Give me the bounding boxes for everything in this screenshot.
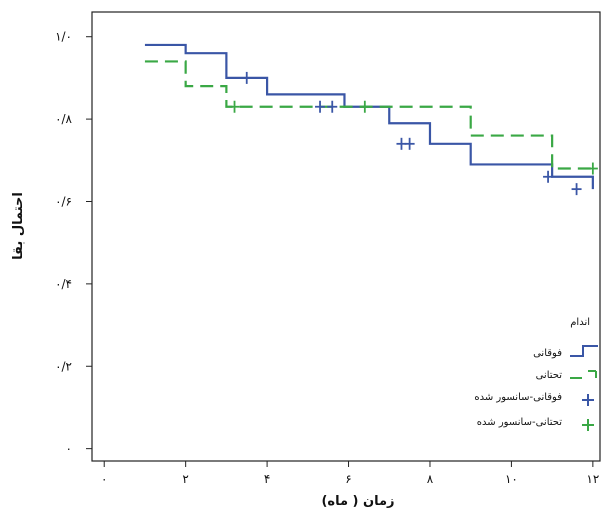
axes (91, 11, 601, 462)
x-tick-label: ۶ (345, 472, 351, 486)
legend-entry-lower-censored: تحتانی-سانسور شده (477, 417, 562, 428)
x-tick-label: ۸ (427, 472, 434, 486)
legend-entry-upper-censored: فوقانی-سانسور شده (474, 392, 562, 403)
x-tick-label: ۱۲ (586, 472, 599, 486)
y-axis-title: احتمال بقا (11, 192, 26, 260)
legend-swatch-lower (570, 370, 597, 379)
y-tick-label: ۰/۲ (55, 359, 72, 373)
legend-swatch-upper (570, 345, 598, 357)
x-tick-label: ۴ (264, 472, 270, 486)
ticks: ۰ ۰/۲ ۰/۴ ۰/۶ ۰/۸ ۱/۰ ۰ ۲ ۴ ۶ ۸ ۱۰ ۱۲ (55, 30, 599, 486)
x-tick-label: ۰ (101, 472, 107, 486)
legend-title: اندام (570, 317, 590, 328)
y-tick-label: ۰/۶ (55, 194, 72, 208)
series-line-upper (144, 43, 594, 190)
y-tick-label: ۰/۸ (55, 112, 72, 126)
x-tick-label: ۲ (182, 472, 188, 486)
legend-entry-upper: فوقانی (533, 348, 562, 359)
y-tick-label: ۰ (66, 442, 72, 456)
x-tick-label: ۱۰ (505, 472, 518, 486)
y-tick-label: ۰/۴ (55, 277, 72, 291)
series-line-lower (144, 60, 593, 170)
series-lines (144, 43, 594, 190)
y-tick-label: ۱/۰ (55, 30, 72, 44)
censor-markers (229, 71, 598, 196)
legend-entry-lower: تحتانی (536, 370, 563, 381)
x-axis-title: زمان ( ماه) (321, 494, 394, 509)
plot-frame (91, 11, 601, 462)
legend: اندام فوقانی تحتانی فوقانی-سانسور شده تح… (474, 317, 598, 431)
